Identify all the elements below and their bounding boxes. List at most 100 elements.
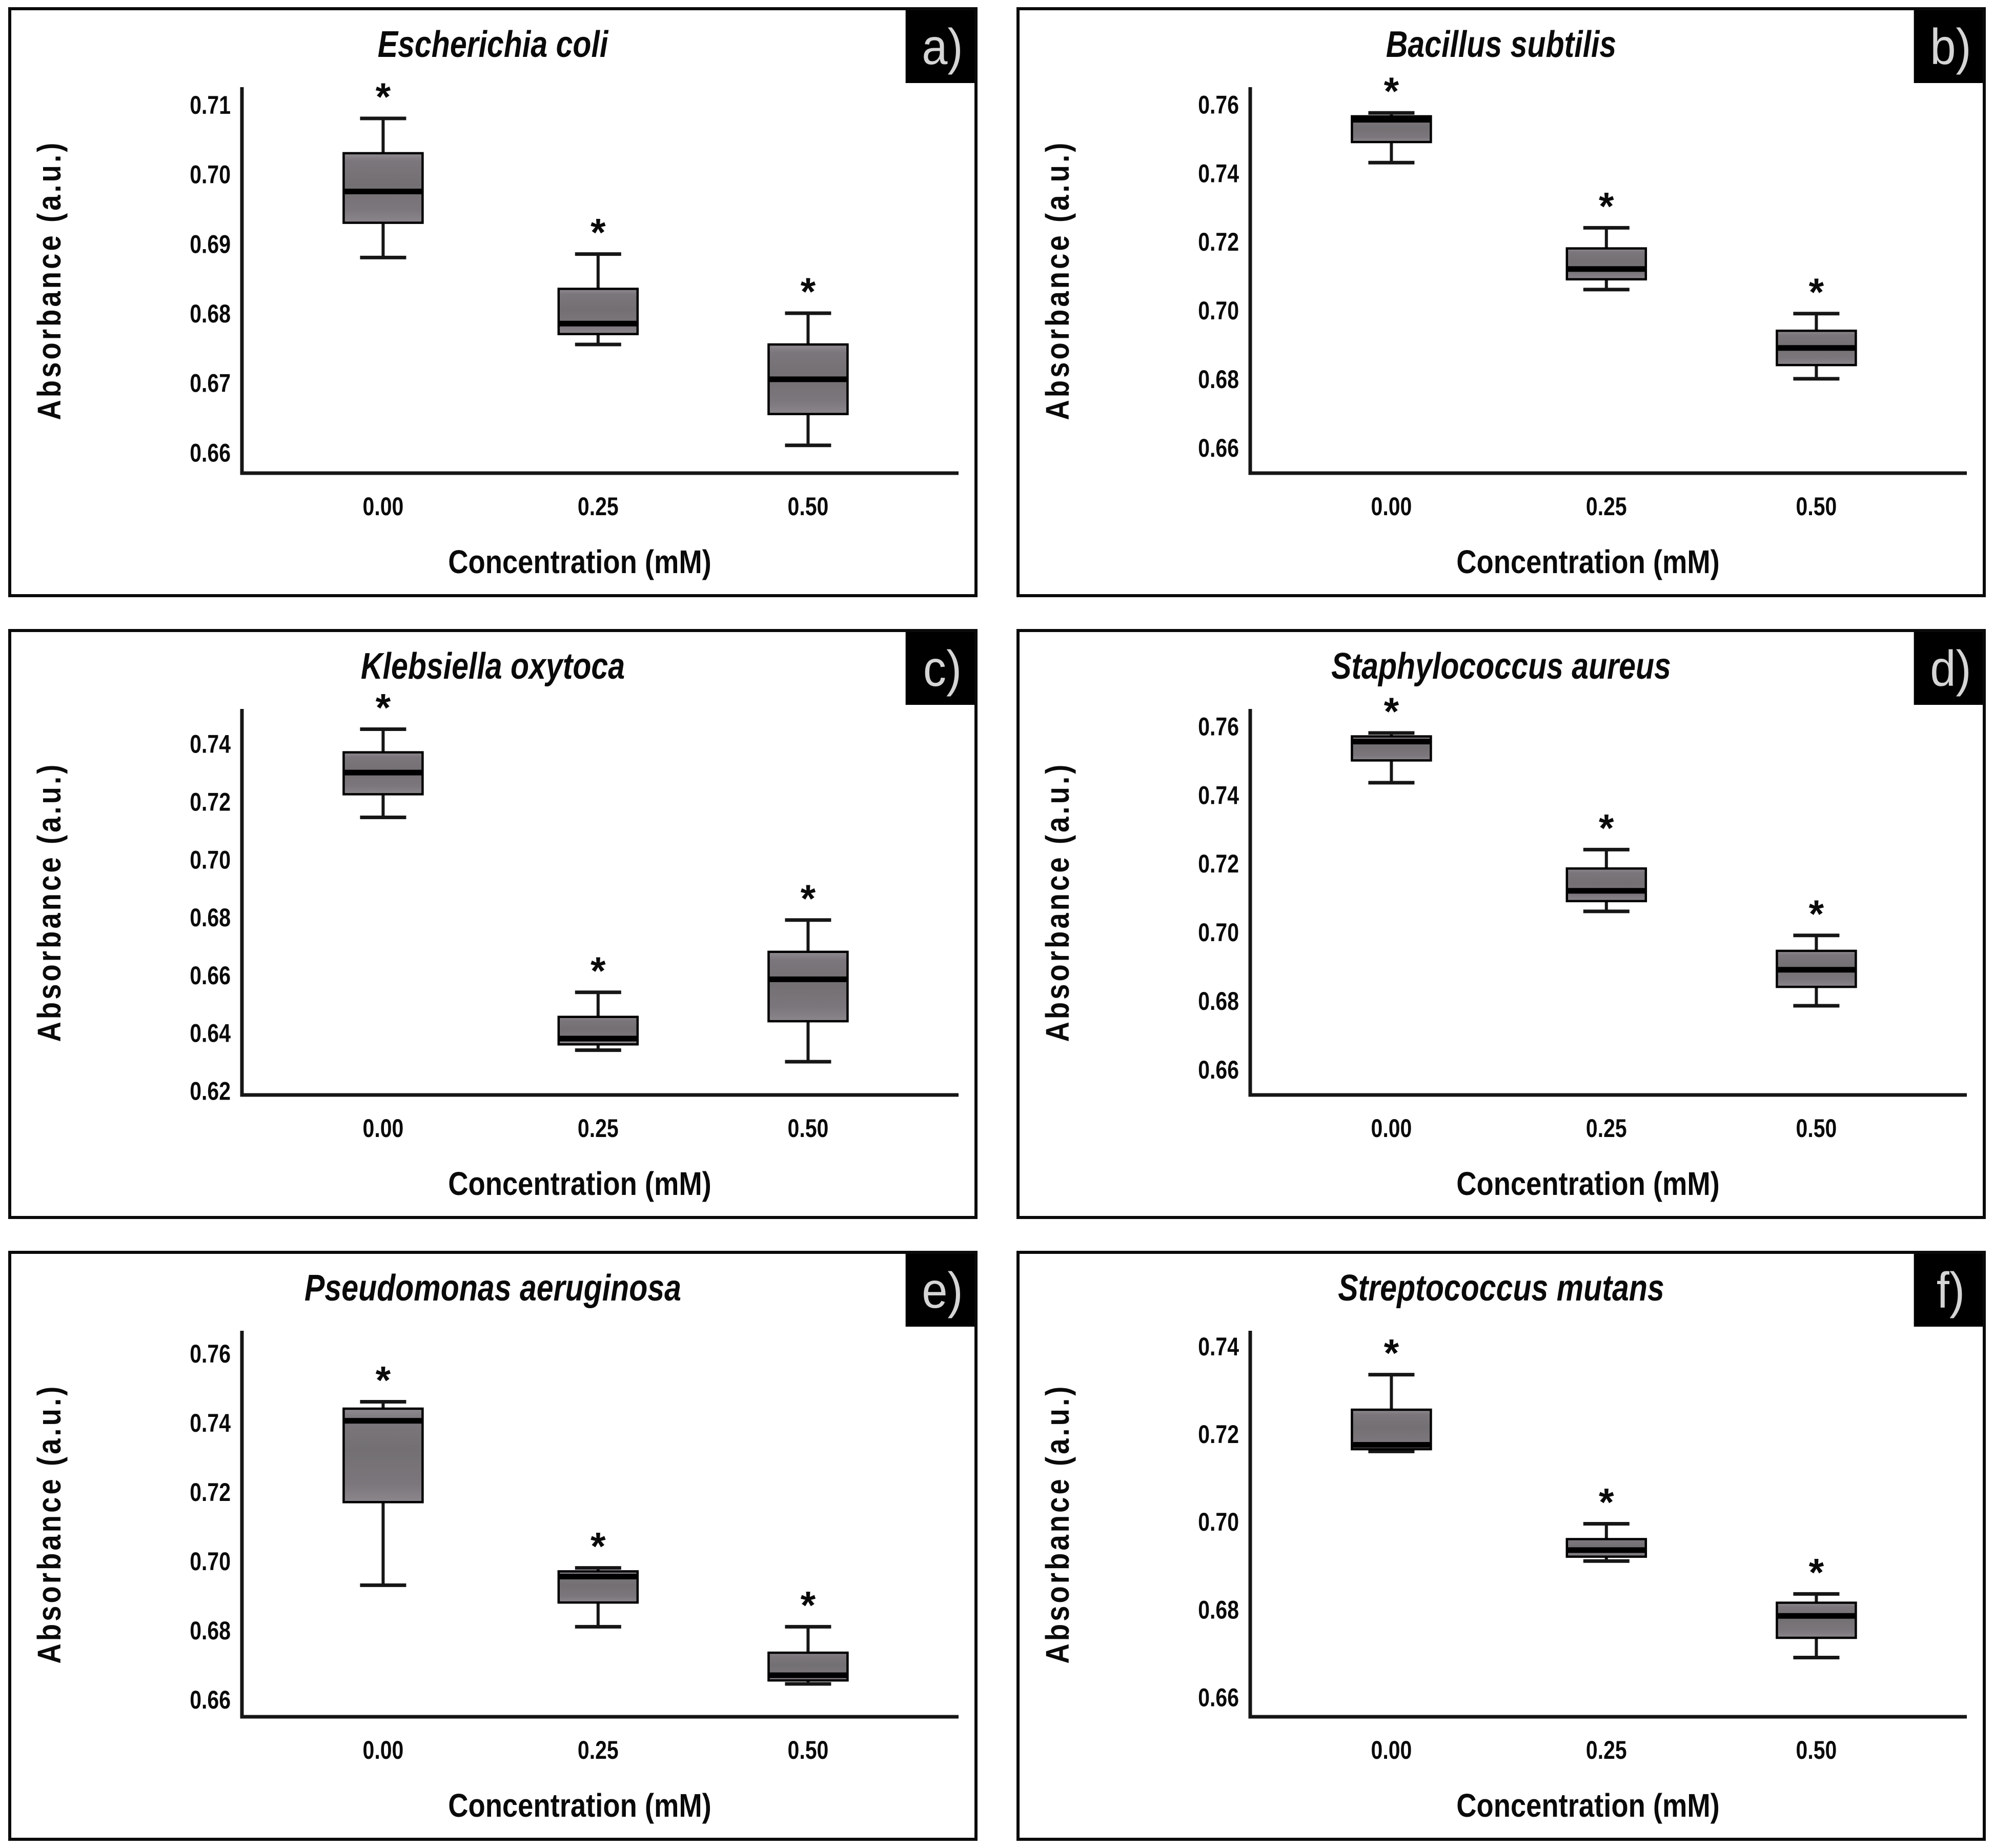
significance-star: * [801, 877, 816, 921]
y-tick-labels: 0.66 0.67 0.68 0.69 0.70 0.71 [190, 91, 231, 467]
box-plot-group-0.00: * [342, 1358, 424, 1587]
svg-text:*: * [591, 211, 606, 255]
significance-star: * [801, 1583, 816, 1627]
svg-text:*: * [591, 1525, 606, 1569]
y-tick-label: 0.70 [190, 845, 231, 874]
significance-star: * [1809, 1551, 1824, 1594]
svg-text:0.62: 0.62 [190, 1077, 231, 1106]
y-tick-label: 0.66 [1198, 1055, 1239, 1084]
svg-text:0.68: 0.68 [1198, 1596, 1239, 1624]
svg-text:0.00: 0.00 [1371, 492, 1412, 521]
panel-letter-badge: d) [1914, 632, 1983, 705]
axes [240, 709, 959, 1097]
svg-text:Absorbance (a.u.): Absorbance (a.u.) [1039, 140, 1076, 420]
svg-text:0.66: 0.66 [1198, 1683, 1239, 1712]
panel-letter-badge: a) [905, 10, 974, 83]
y-tick-label: 0.70 [190, 160, 231, 189]
y-tick-label: 0.74 [1198, 159, 1239, 188]
iqr-box [557, 288, 639, 335]
x-category-label: 0.50 [788, 492, 829, 521]
iqr-box [767, 950, 849, 1023]
box-plot-group-0.50: * [1776, 271, 1857, 381]
svg-text:0.76: 0.76 [1198, 91, 1239, 119]
significance-star: * [1384, 1332, 1399, 1375]
figure-grid: Escherichia coli a) 0.66 0.67 0.68 0.69 0.70… [8, 7, 1986, 1841]
svg-text:0.25: 0.25 [578, 1114, 619, 1143]
svg-text:0.25: 0.25 [1586, 1736, 1627, 1764]
y-tick-label: 0.70 [1198, 918, 1239, 947]
svg-text:*: * [376, 75, 391, 119]
svg-text:0.70: 0.70 [1198, 918, 1239, 947]
svg-text:0.00: 0.00 [1371, 1114, 1412, 1143]
panel-title: Streptococcus mutans [1338, 1268, 1664, 1309]
panel-letter-badge: f) [1914, 1254, 1983, 1327]
svg-text:0.50: 0.50 [788, 1114, 829, 1143]
y-tick-label: 0.70 [190, 1547, 231, 1576]
y-tick-label: 0.72 [1198, 1420, 1239, 1449]
svg-text:*: * [376, 686, 391, 729]
y-tick-label: 0.70 [1198, 296, 1239, 325]
svg-text:0.74: 0.74 [1198, 781, 1239, 809]
y-tick-label: 0.71 [190, 91, 231, 119]
svg-text:0.76: 0.76 [1198, 713, 1239, 741]
svg-text:0.70: 0.70 [1198, 296, 1239, 325]
panel-b-bacillus-subtilis: Bacillus subtilis b) 0.66 0.68 0.70 0.72 0.7… [1016, 7, 1986, 597]
panel-f-streptococcus-mutans: Streptococcus mutans f) 0.66 0.68 0.70 0.72… [1016, 1251, 1986, 1841]
x-category-label: 0.00 [1371, 1736, 1412, 1764]
svg-text:*: * [801, 1583, 816, 1627]
iqr-box [1565, 867, 1647, 903]
y-tick-label: 0.74 [1198, 781, 1239, 809]
svg-text:0.74: 0.74 [190, 730, 231, 759]
x-axis-title: Concentration (mM) [1456, 1787, 1720, 1824]
svg-text:Concentration (mM): Concentration (mM) [1456, 1165, 1720, 1202]
svg-text:Absorbance (a.u.): Absorbance (a.u.) [31, 1384, 68, 1663]
panel-letter-badge: c) [905, 632, 974, 705]
x-axis-title: Concentration (mM) [448, 543, 711, 580]
axes [1248, 87, 1967, 475]
svg-text:0.25: 0.25 [1586, 492, 1627, 521]
svg-text:0.66: 0.66 [190, 1685, 231, 1714]
boxplot-chart-d: 0.66 0.68 0.70 0.72 0.74 0.76 Absorbance (a.u.… [1039, 690, 1967, 1202]
x-category-label: 0.25 [578, 492, 619, 521]
panel-title: Staphylococcus aureus [1331, 646, 1671, 687]
significance-star: * [1384, 70, 1399, 113]
x-axis-title: Concentration (mM) [1456, 543, 1720, 580]
box-plot-group-0.00: * [1351, 690, 1432, 785]
svg-text:*: * [1384, 1332, 1399, 1375]
svg-text:0.25: 0.25 [578, 1736, 619, 1764]
x-category-label: 0.50 [1796, 492, 1837, 521]
y-axis-title: Absorbance (a.u.) [31, 1384, 68, 1663]
svg-text:0.72: 0.72 [190, 1478, 231, 1507]
box-plot-group-0.25: * [557, 949, 639, 1052]
significance-star: * [591, 949, 606, 993]
y-axis-title: Absorbance (a.u.) [31, 140, 68, 420]
iqr-box [1776, 1601, 1857, 1639]
y-tick-label: 0.74 [190, 730, 231, 759]
axes [1248, 709, 1967, 1097]
box-plot-group-0.25: * [1565, 185, 1647, 292]
y-tick-label: 0.74 [1198, 1332, 1239, 1361]
svg-text:0.74: 0.74 [1198, 1332, 1239, 1361]
svg-text:0.70: 0.70 [190, 1547, 231, 1576]
svg-text:Absorbance (a.u.): Absorbance (a.u.) [1039, 762, 1076, 1042]
svg-text:0.72: 0.72 [190, 788, 231, 817]
panel-letter-badge: b) [1914, 10, 1983, 83]
y-tick-label: 0.62 [190, 1077, 231, 1106]
y-tick-labels: 0.62 0.64 0.66 0.68 0.70 0.72 0.74 [190, 730, 231, 1106]
svg-text:0.70: 0.70 [1198, 1508, 1239, 1536]
x-category-label: 0.50 [788, 1114, 829, 1143]
svg-text:Absorbance (a.u.): Absorbance (a.u.) [1039, 1384, 1076, 1663]
significance-star: * [376, 1358, 391, 1402]
y-tick-label: 0.69 [190, 230, 231, 258]
svg-text:0.66: 0.66 [1198, 434, 1239, 462]
significance-star: * [376, 686, 391, 729]
axes [240, 1331, 959, 1719]
panel-c-klebsiella-oxytoca: Klebsiella oxytoca c) 0.62 0.64 0.66 0.68 0.… [8, 629, 978, 1219]
y-tick-label: 0.68 [1198, 365, 1239, 394]
svg-text:0.68: 0.68 [1198, 365, 1239, 394]
svg-text:0.68: 0.68 [190, 903, 231, 932]
svg-text:0.00: 0.00 [363, 1114, 404, 1143]
svg-text:0.50: 0.50 [1796, 1114, 1837, 1143]
boxplot-chart-a: 0.66 0.67 0.68 0.69 0.70 0.71 Absorbance (a.u.… [31, 75, 959, 580]
svg-text:0.50: 0.50 [788, 492, 829, 521]
